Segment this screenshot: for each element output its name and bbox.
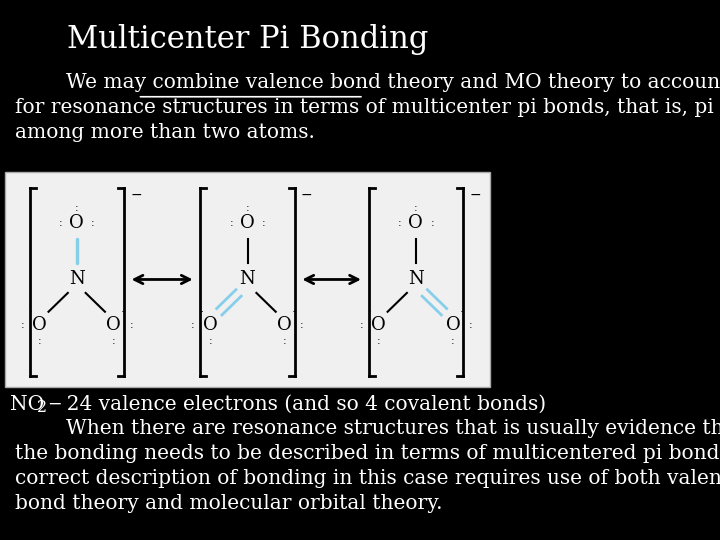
Text: :: : <box>359 320 363 330</box>
Text: O: O <box>69 214 84 232</box>
Text: When there are resonance structures that is usually evidence that
the bonding ne: When there are resonance structures that… <box>15 419 720 513</box>
Text: :: : <box>300 320 304 330</box>
Text: O: O <box>107 316 121 334</box>
Text: −: − <box>469 188 481 202</box>
Text: :: : <box>283 335 287 346</box>
Text: We may combine valence bond theory and MO theory to account
for resonance struct: We may combine valence bond theory and M… <box>15 72 720 141</box>
Text: ·: · <box>120 306 125 319</box>
Text: −: − <box>47 396 61 413</box>
Text: Multicenter Pi Bonding: Multicenter Pi Bonding <box>67 24 428 55</box>
Text: :: : <box>469 320 472 330</box>
Text: :: : <box>230 218 233 228</box>
Text: :: : <box>37 335 42 346</box>
Text: ·: · <box>292 306 295 319</box>
Text: :: : <box>414 202 418 213</box>
Text: O: O <box>446 316 460 334</box>
Text: 24 valence electrons (and so 4 covalent bonds): 24 valence electrons (and so 4 covalent … <box>55 395 546 414</box>
Text: O: O <box>32 316 47 334</box>
Text: N: N <box>69 271 85 288</box>
Text: :: : <box>209 335 212 346</box>
Text: −: − <box>301 188 312 202</box>
Text: :: : <box>75 202 78 213</box>
Text: ·: · <box>368 306 372 319</box>
Text: O: O <box>240 214 255 232</box>
Text: :: : <box>20 320 24 330</box>
Text: :: : <box>431 218 434 228</box>
Text: ·: · <box>459 306 464 319</box>
Text: :: : <box>191 320 195 330</box>
Text: :: : <box>58 218 62 228</box>
Text: O: O <box>408 214 423 232</box>
Text: −: − <box>130 188 142 202</box>
Text: :: : <box>130 320 133 330</box>
Text: O: O <box>277 316 292 334</box>
Text: :: : <box>451 335 455 346</box>
Text: :: : <box>397 218 401 228</box>
Text: ·: · <box>29 306 33 319</box>
Text: N: N <box>240 271 256 288</box>
Text: :: : <box>262 218 266 228</box>
Text: O: O <box>372 316 386 334</box>
FancyBboxPatch shape <box>5 172 490 387</box>
Text: :: : <box>377 335 380 346</box>
Text: :: : <box>246 202 249 213</box>
Text: N: N <box>408 271 423 288</box>
Text: ·: · <box>199 306 204 319</box>
Text: 2: 2 <box>37 400 48 416</box>
Text: :: : <box>112 335 116 346</box>
Text: NO: NO <box>10 395 44 414</box>
Text: :: : <box>91 218 95 228</box>
Text: O: O <box>203 316 217 334</box>
